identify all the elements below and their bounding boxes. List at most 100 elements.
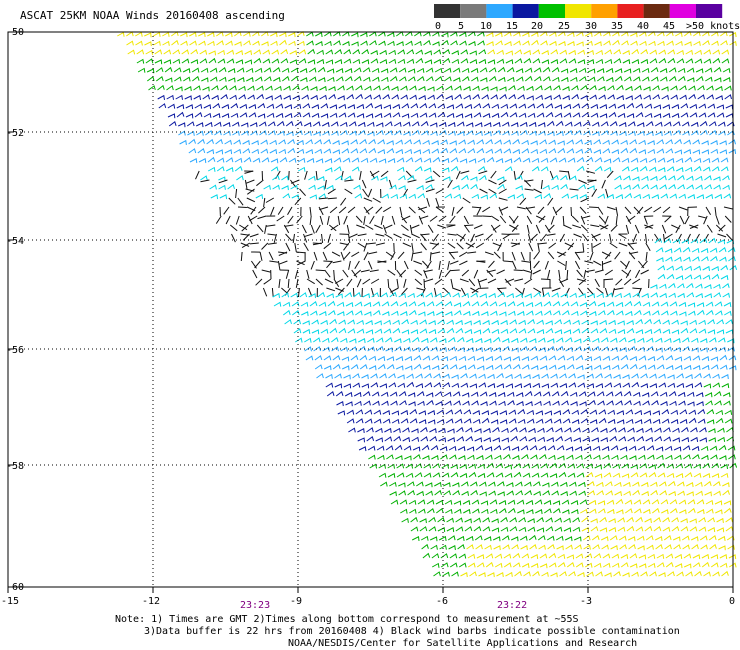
wind-barb	[576, 165, 585, 172]
wind-barb	[713, 480, 721, 487]
wind-barb	[704, 392, 713, 398]
wind-barb	[583, 346, 591, 352]
wind-barb	[524, 489, 532, 496]
wind-barb	[243, 40, 251, 46]
wind-barb	[566, 554, 575, 560]
wind-barb	[529, 130, 537, 136]
wind-barb	[216, 31, 224, 37]
wind-barb	[491, 103, 500, 109]
wind-barb	[540, 157, 549, 163]
wind-barb	[530, 233, 538, 241]
wind-barb	[646, 345, 654, 352]
wind-barb	[573, 437, 581, 443]
wind-barb	[356, 224, 365, 229]
wind-barb	[466, 544, 474, 550]
wind-barb	[652, 310, 660, 316]
wind-barb	[728, 562, 737, 568]
wind-barb	[464, 103, 473, 109]
wind-barb	[417, 206, 426, 214]
wind-barb	[716, 527, 725, 533]
wind-barb	[453, 77, 461, 83]
wind-barb	[623, 390, 632, 397]
wind-barb	[549, 40, 557, 46]
wind-barb	[650, 175, 658, 181]
wind-barb	[551, 184, 559, 190]
wind-barb	[299, 292, 308, 298]
wind-barb	[569, 481, 577, 487]
wind-barb	[518, 526, 527, 532]
wind-barb	[643, 508, 651, 514]
wind-barb	[715, 215, 720, 225]
wind-barb	[556, 345, 564, 352]
wind-barb	[324, 167, 333, 173]
wind-barb	[579, 499, 588, 505]
wind-barb	[444, 193, 453, 199]
wind-barb	[177, 122, 186, 128]
wind-barb	[467, 139, 475, 145]
wind-barb	[494, 553, 503, 559]
wind-barb	[273, 76, 281, 82]
wind-barb	[511, 337, 519, 343]
wind-barb	[379, 59, 388, 65]
wind-barb	[686, 482, 694, 488]
wind-barb	[682, 445, 691, 451]
wind-barb	[656, 364, 665, 370]
wind-barb	[477, 157, 486, 163]
wind-barb	[380, 292, 389, 298]
wind-barb	[185, 104, 194, 110]
wind-barb	[459, 251, 468, 258]
wind-barb	[296, 251, 306, 254]
wind-barb	[347, 206, 356, 214]
wind-barb	[598, 86, 606, 92]
wind-barb	[463, 310, 471, 316]
wind-barb	[497, 183, 505, 190]
wind-barb	[397, 49, 406, 55]
wind-barb	[448, 346, 456, 352]
wind-barb	[718, 545, 726, 551]
wind-barb	[584, 553, 593, 559]
wind-barb	[666, 472, 675, 478]
wind-barb	[506, 66, 515, 73]
wind-barb	[718, 224, 726, 232]
note-line-2: 3)Data buffer is 22 hrs from 20160408 4)…	[144, 626, 680, 637]
wind-barb	[319, 206, 329, 211]
wind-barb	[712, 57, 721, 64]
wind-barb	[496, 269, 505, 275]
wind-barb	[389, 481, 397, 487]
wind-barb	[449, 364, 458, 370]
wind-barb	[605, 391, 614, 397]
wind-barb	[464, 328, 473, 334]
wind-barb	[362, 67, 371, 73]
wind-barb	[589, 251, 594, 261]
wind-barb	[490, 86, 498, 92]
wind-barb	[714, 206, 717, 216]
wind-barb	[145, 58, 154, 64]
wind-barb	[402, 427, 410, 433]
wind-barb	[449, 140, 457, 146]
wind-barb	[656, 562, 665, 568]
wind-barb	[531, 157, 540, 163]
wind-barb	[682, 246, 691, 253]
wind-barb	[323, 148, 332, 154]
wind-barb	[560, 481, 568, 487]
wind-barb	[660, 301, 669, 307]
wind-barb	[429, 122, 438, 128]
wind-barb	[237, 77, 245, 83]
wind-barb	[278, 251, 288, 256]
wind-barb	[507, 399, 515, 406]
wind-barb	[633, 499, 642, 505]
wind-barb	[683, 454, 691, 460]
wind-barb	[530, 563, 539, 569]
wind-barb	[348, 121, 357, 127]
wind-barb	[344, 175, 352, 181]
wind-barb	[412, 446, 421, 452]
wind-barb	[426, 301, 435, 307]
wind-barb	[244, 170, 254, 174]
wind-barb	[534, 499, 543, 505]
wind-barb	[618, 535, 627, 541]
wind-barb	[612, 39, 620, 46]
wind-barb	[517, 85, 525, 91]
wind-barb	[515, 185, 523, 191]
wind-barb	[573, 536, 582, 542]
wind-barb	[724, 94, 732, 100]
